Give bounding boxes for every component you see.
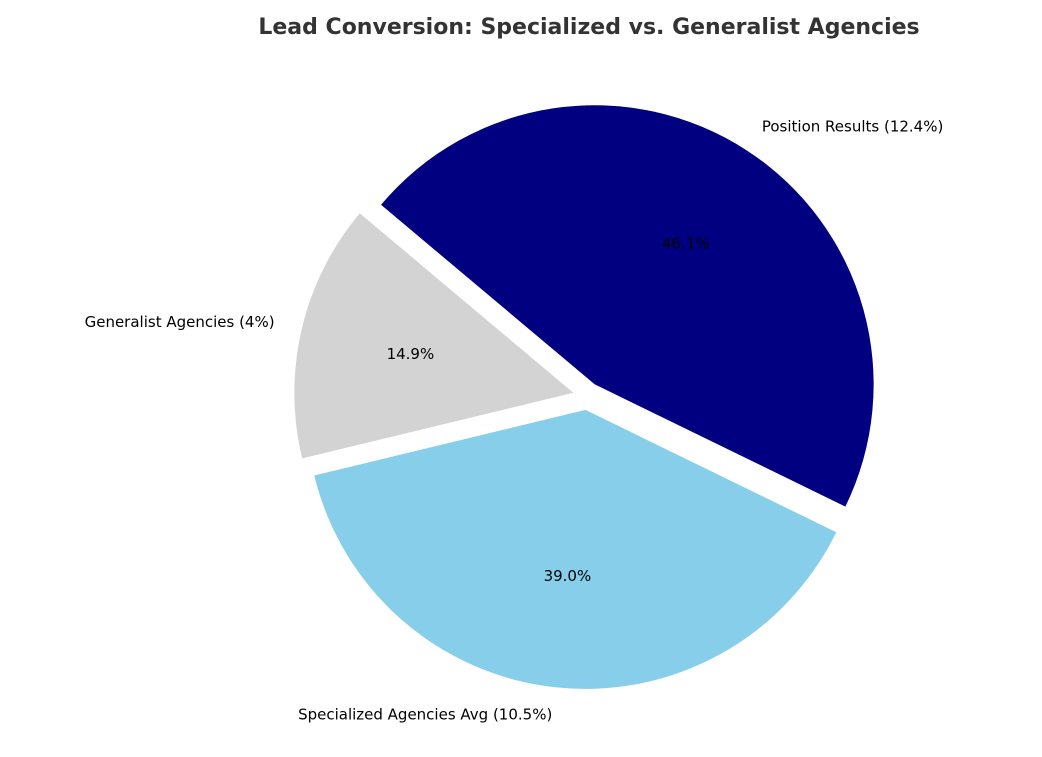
slice-value-label: 14.9% xyxy=(387,345,435,363)
slice-category-label: Position Results (12.4%) xyxy=(762,117,943,135)
slice-value-label: 39.0% xyxy=(544,567,592,585)
pie-slice xyxy=(314,409,837,689)
chart-title: Lead Conversion: Specialized vs. General… xyxy=(258,15,919,40)
slice-category-label: Generalist Agencies (4%) xyxy=(85,313,275,331)
slice-category-label: Specialized Agencies Avg (10.5%) xyxy=(298,706,552,724)
pie-slice xyxy=(381,105,874,507)
pie-slice xyxy=(294,213,574,459)
slice-value-label: 46.1% xyxy=(662,234,710,252)
